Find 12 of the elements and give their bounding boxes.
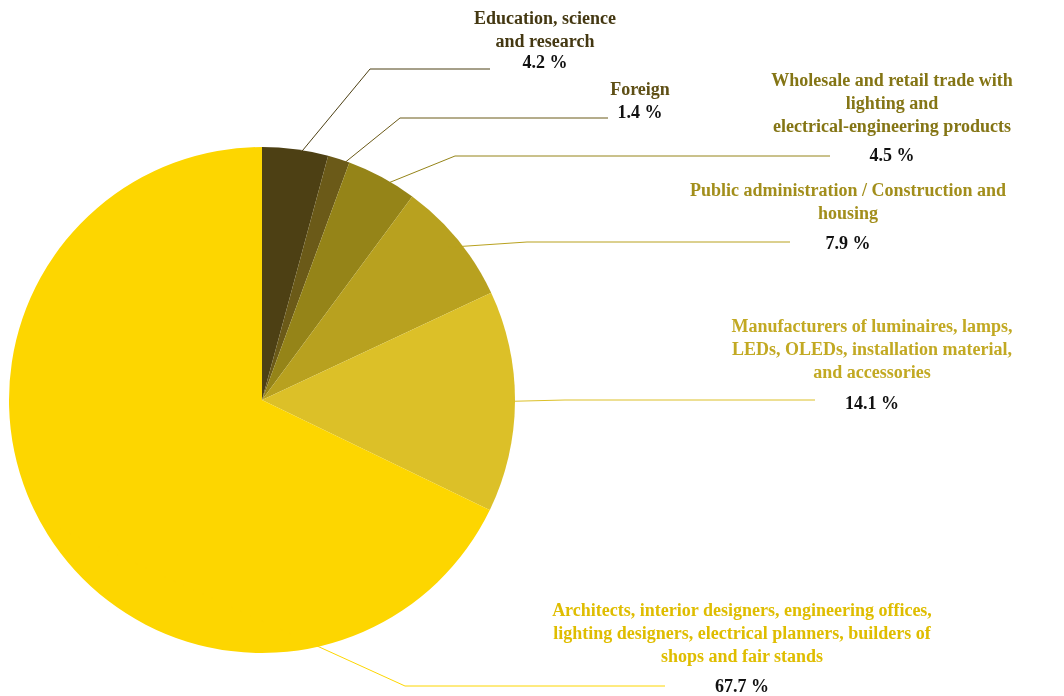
data-label: 4.5 % (869, 145, 915, 165)
data-label: 14.1 % (845, 393, 899, 413)
slice-label: Public administration / Construction and housing (689, 180, 1007, 223)
data-label: 7.9 % (825, 233, 871, 253)
slice-label: Foreign (610, 79, 670, 99)
slice-label: Education, science and research (474, 8, 617, 51)
data-label: 67.7 % (715, 676, 769, 696)
data-label: 4.2 % (522, 52, 568, 72)
data-label: 1.4 % (617, 102, 663, 122)
slice-label: Wholesale and retail trade with lighting and electrical-engineering products (771, 70, 1013, 136)
slice-label: Architects, interior designers, engineering offices, lighting designers, electrical planners, builders of shops and fair stands (552, 600, 932, 666)
slice-label: Manufacturers of luminaires, lamps, LEDs, OLEDs, installation material, and accessories (731, 316, 1013, 382)
